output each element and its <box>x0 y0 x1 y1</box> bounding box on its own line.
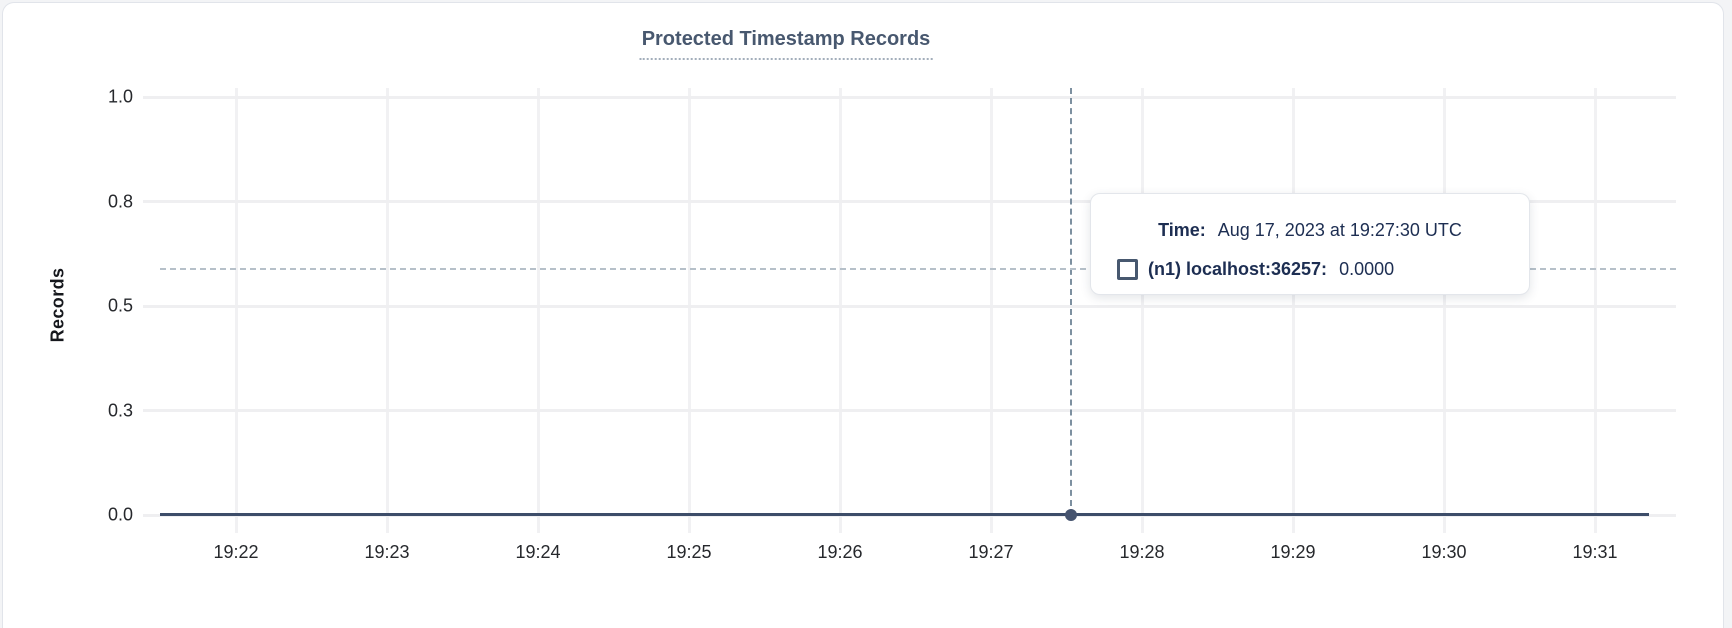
x-gridline <box>838 88 842 533</box>
x-gridline <box>1291 88 1295 533</box>
tooltip-time-label: Time: <box>1158 220 1206 240</box>
tooltip-series-row: (n1) localhost:36257: 0.0000 <box>1117 259 1529 280</box>
tooltip-time-value: Aug 17, 2023 at 19:27:30 UTC <box>1217 220 1462 240</box>
series-swatch-icon <box>1117 259 1138 280</box>
x-tick-label: 19:31 <box>1572 542 1618 562</box>
x-gridline <box>687 88 691 533</box>
x-tick-label: 19:24 <box>515 542 561 562</box>
x-tick-label: 19:25 <box>666 542 712 562</box>
x-gridline <box>1593 88 1597 533</box>
tooltip-series-value: 0.0000 <box>1339 259 1395 279</box>
x-tick-label: 19:26 <box>817 542 863 562</box>
y-tick-label: 0.5 <box>107 295 133 316</box>
x-tick-label: 19:22 <box>213 542 259 562</box>
y-tick-label: 0.8 <box>107 191 133 211</box>
x-tick-label: 19:28 <box>1119 542 1165 562</box>
y-gridline <box>143 409 1676 412</box>
y-tick-label: 0.0 <box>107 504 133 525</box>
y-tick-label: 1.0 <box>107 86 133 107</box>
chart-tooltip: Time: Aug 17, 2023 at 19:27:30 UTC (n1) … <box>1090 193 1530 295</box>
x-gridline <box>385 88 389 533</box>
data-series-line <box>160 513 1649 516</box>
x-gridline <box>234 88 238 533</box>
y-tick-label: 0.3 <box>107 400 133 420</box>
hover-point-dot <box>1065 509 1077 521</box>
y-gridline <box>143 304 1676 308</box>
chart-plot-area[interactable] <box>160 88 1676 516</box>
x-tick-label: 19:23 <box>364 542 410 562</box>
x-gridline <box>536 88 540 533</box>
crosshair-horizontal-line <box>160 268 1676 270</box>
tooltip-series-label: (n1) localhost:36257: <box>1148 259 1328 279</box>
tooltip-time-row: Time: Aug 17, 2023 at 19:27:30 UTC <box>1091 220 1529 241</box>
x-tick-label: 19:30 <box>1421 542 1467 562</box>
x-gridline <box>989 88 993 533</box>
y-axis-title: Records <box>47 267 68 343</box>
x-tick-label: 19:27 <box>968 542 1014 562</box>
x-gridline <box>1442 88 1446 533</box>
x-gridline <box>1140 88 1144 533</box>
crosshair-vertical-line <box>1070 88 1072 516</box>
y-gridline <box>143 200 1676 203</box>
x-tick-label: 19:29 <box>1270 542 1316 562</box>
chart-title[interactable]: Protected Timestamp Records <box>639 28 933 60</box>
y-gridline <box>143 95 1676 99</box>
